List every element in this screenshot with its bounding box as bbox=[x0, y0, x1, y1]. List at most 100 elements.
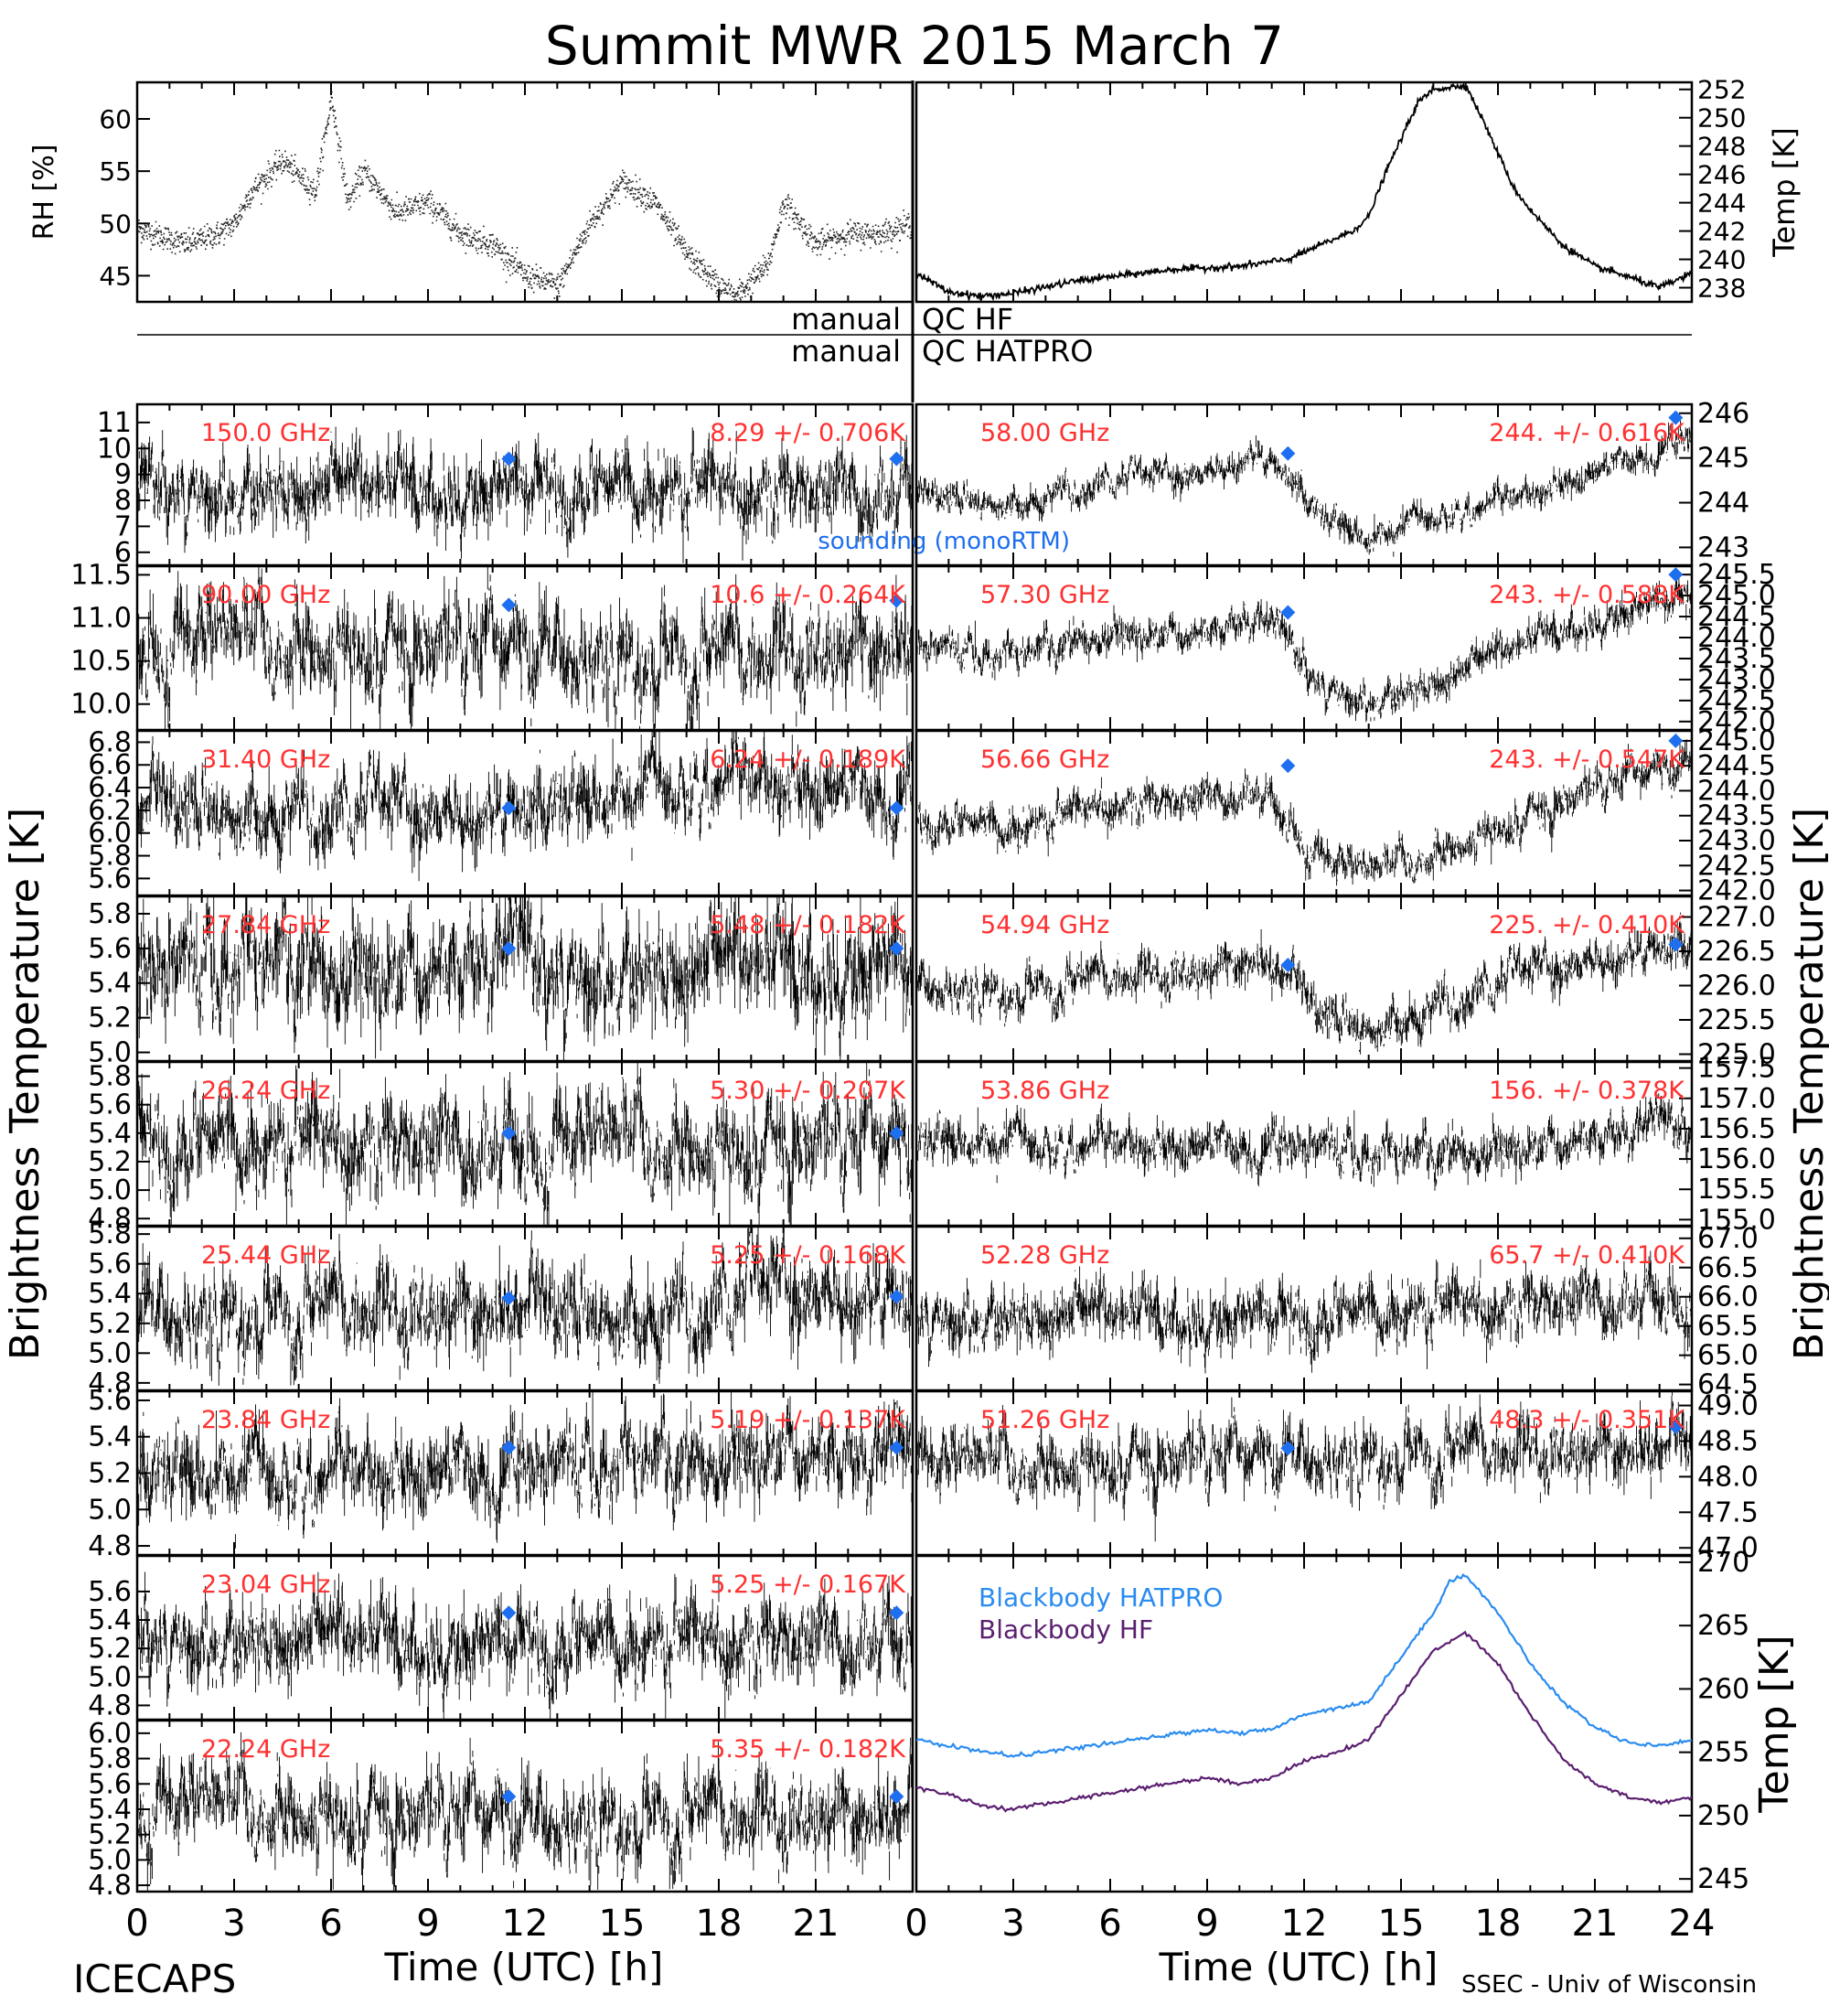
ch-23.84-stat-label: 5.19 +/- 0.137K bbox=[710, 1406, 906, 1434]
ch-53.86-channel-label: 53.86 GHz bbox=[980, 1077, 1109, 1105]
rh-ytick-label: 55 bbox=[99, 156, 132, 187]
ch-31.40-marks bbox=[137, 731, 913, 882]
blackbody-series-1 bbox=[916, 1630, 1692, 1813]
ch-58-sounding-point bbox=[1668, 410, 1684, 425]
ch-54.94-ytick-label: 225.5 bbox=[1697, 1004, 1776, 1036]
ch-27.84-ytick-label: 5.6 bbox=[88, 933, 132, 965]
rh-ytick-label: 60 bbox=[99, 104, 132, 134]
chart-title: Summit MWR 2015 March 7 bbox=[545, 15, 1284, 77]
ch-150-sounding-point bbox=[501, 451, 517, 466]
blackbody-ylabel: Temp [K] bbox=[1751, 1635, 1798, 1813]
ch-56.66-marks bbox=[916, 739, 1692, 886]
sounding-legend-label: sounding (monoRTM) bbox=[818, 528, 1070, 555]
ch-56.66-ytick-label: 244.5 bbox=[1697, 750, 1776, 782]
qc-hatpro-label: QC HATPRO bbox=[922, 334, 1093, 369]
ch-23.84-channel-label: 23.84 GHz bbox=[201, 1406, 330, 1434]
ch-58-stat-label: 244. +/- 0.616K bbox=[1489, 419, 1685, 447]
ch-31.40-series bbox=[137, 731, 913, 882]
ch-54.94-ytick-label: 226.0 bbox=[1697, 970, 1776, 1003]
ch-54.94-stat-label: 225. +/- 0.410K bbox=[1489, 911, 1685, 939]
blackbody-ytick-label: 250 bbox=[1697, 1800, 1749, 1832]
rh-marks bbox=[137, 91, 913, 302]
ch-57.30-ytick-label: 242.0 bbox=[1697, 706, 1776, 738]
ch-31.40-channel-label: 31.40 GHz bbox=[201, 745, 330, 774]
ch-26.24-series bbox=[137, 1062, 913, 1226]
x-tick-label: 21 bbox=[793, 1903, 840, 1945]
footer-right: SSEC - Univ of Wisconsin bbox=[1461, 1971, 1757, 1999]
ch-57.30-stat-label: 243. +/- 0.588K bbox=[1489, 581, 1685, 609]
x-tick-label: 18 bbox=[1475, 1903, 1522, 1945]
ch-26.24-ytick-label: 5.0 bbox=[88, 1174, 132, 1206]
x-tick-label: 12 bbox=[502, 1903, 549, 1945]
ch-25.44-ytick-label: 5.4 bbox=[88, 1278, 132, 1310]
ch-56.66-ytick-label: 245.0 bbox=[1697, 725, 1776, 757]
ch-150-ytick-label: 10 bbox=[97, 433, 132, 465]
ch-23.84-sounding-point bbox=[889, 1440, 904, 1455]
ch-31.40-stat-label: 6.24 +/- 0.189K bbox=[710, 745, 906, 774]
ch-27.84-stat-label: 5.48 +/- 0.182K bbox=[710, 911, 906, 939]
air-temp-frame bbox=[914, 80, 1694, 304]
ch-27.84-ytick-label: 5.2 bbox=[88, 1003, 132, 1035]
ch-23.04-sounding-point bbox=[501, 1605, 517, 1621]
ch-26.24-ytick-label: 4.8 bbox=[88, 1203, 132, 1235]
x-tick-label: 18 bbox=[696, 1903, 743, 1945]
ch-51.26-channel-label: 51.26 GHz bbox=[980, 1406, 1109, 1434]
ch-150-sounding-point bbox=[889, 451, 904, 466]
ch-51.26-sounding-point bbox=[1280, 1441, 1296, 1456]
ch-26.24-panel: 4.85.05.25.45.65.8 26.24 GHz 5.30 +/- 0.20… bbox=[88, 1061, 914, 1235]
ch-31.40-ytick-label: 5.8 bbox=[88, 841, 132, 873]
ch-51.26-stat-label: 48.3 +/- 0.351K bbox=[1489, 1406, 1685, 1434]
ch-53.86-ytick-label: 155.0 bbox=[1697, 1204, 1776, 1236]
ch-52.28-ytick-label: 64.5 bbox=[1697, 1369, 1759, 1401]
blackbody-series-0 bbox=[916, 1573, 1692, 1758]
ch-150-ytick-label: 9 bbox=[114, 459, 132, 491]
ch-26.24-sounding-point bbox=[501, 1125, 517, 1141]
ch-25.44-stat-label: 5.25 +/- 0.168K bbox=[710, 1241, 906, 1270]
x-axis-title-left: Time (UTC) [h] bbox=[384, 1945, 664, 1989]
left-axis-label: Brightness Temperature [K] bbox=[2, 808, 48, 1360]
ch-25.44-channel-label: 25.44 GHz bbox=[201, 1241, 330, 1270]
rh-series bbox=[137, 91, 913, 302]
ch-90-sounding-point bbox=[889, 593, 904, 608]
air-temp-ytick-label: 242 bbox=[1697, 217, 1746, 247]
ch-27.84-ytick-label: 5.0 bbox=[88, 1037, 132, 1069]
ch-27.84-channel-label: 27.84 GHz bbox=[201, 911, 330, 939]
ch-54.94-sounding-point bbox=[1668, 937, 1684, 952]
ch-25.44-ytick-label: 5.6 bbox=[88, 1249, 132, 1281]
ch-90-ytick-label: 11.5 bbox=[70, 559, 132, 591]
blackbody-legend-1: Blackbody HF bbox=[979, 1614, 1153, 1645]
air-temp-ytick-label: 252 bbox=[1697, 75, 1746, 105]
ch-150-ytick-label: 7 bbox=[114, 510, 132, 542]
blackbody-ytick-label: 265 bbox=[1697, 1610, 1749, 1642]
ch-57.30-ytick-label: 242.5 bbox=[1697, 685, 1776, 717]
x-tick-label: 6 bbox=[1098, 1903, 1121, 1945]
ch-52.28-stat-label: 65.7 +/- 0.410K bbox=[1489, 1241, 1685, 1270]
ch-56.66-channel-label: 56.66 GHz bbox=[980, 745, 1109, 774]
ch-90-ytick-label: 10.0 bbox=[70, 689, 132, 721]
ch-31.40-sounding-point bbox=[501, 800, 517, 816]
ch-23.84-ytick-label: 5.4 bbox=[88, 1421, 132, 1453]
ch-23.04-ytick-label: 5.2 bbox=[88, 1633, 132, 1665]
ch-23.84-series bbox=[137, 1391, 913, 1549]
ch-27.84-series bbox=[137, 896, 913, 1061]
ch-58-panel: 243 244 245 246 58.00 GHz 244. +/- 0.616K bbox=[914, 398, 1749, 567]
ch-23.04-stat-label: 5.25 +/- 0.167K bbox=[710, 1571, 906, 1599]
air-temp-marks bbox=[916, 82, 1692, 302]
ch-27.84-sounding-point bbox=[889, 940, 904, 956]
ch-23.04-ytick-label: 5.4 bbox=[88, 1604, 132, 1636]
x-tick-label: 21 bbox=[1572, 1903, 1619, 1945]
x-tick-label: 15 bbox=[1378, 1903, 1425, 1945]
ch-23.04-panel: 4.85.05.25.45.6 23.04 GHz 5.25 +/- 0.167K bbox=[88, 1554, 914, 1721]
x-tick-label: 9 bbox=[416, 1903, 439, 1945]
ch-58-ytick-label: 246 bbox=[1697, 398, 1749, 430]
ch-22.24-channel-label: 22.24 GHz bbox=[201, 1735, 330, 1764]
air-temp-ytick-label: 240 bbox=[1697, 245, 1746, 275]
x-tick-label: 0 bbox=[904, 1903, 927, 1945]
ch-25.44-sounding-point bbox=[889, 1289, 904, 1304]
ch-23.04-channel-label: 23.04 GHz bbox=[201, 1571, 330, 1599]
ch-26.24-ytick-label: 5.6 bbox=[88, 1089, 132, 1121]
